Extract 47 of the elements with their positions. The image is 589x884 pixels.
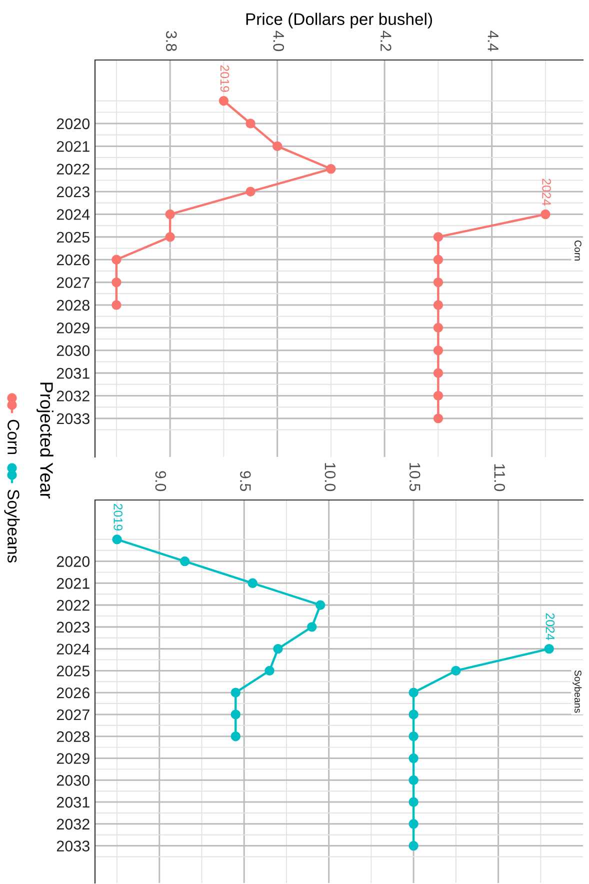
annotation: 2019: [220, 65, 230, 92]
y-tick-label: 2024: [56, 209, 90, 220]
x-tick-label: 9.5: [240, 471, 251, 492]
y-tick-label: 2030: [56, 345, 90, 356]
annotation: 2019: [114, 504, 123, 530]
x-tick-label: 3.8: [166, 31, 177, 52]
y-tick-label: 2023: [56, 622, 90, 633]
annotation: 2024: [542, 178, 551, 206]
x-tick-label: 4.4: [488, 30, 498, 52]
y-tick-label: 2021: [56, 141, 90, 152]
y-tick-label: 2028: [56, 300, 90, 311]
y-tick-label: 2033: [56, 840, 90, 852]
y-tick-label: 2023: [56, 186, 90, 198]
y-tick-label: 2025: [56, 232, 90, 243]
y-tick-label: 2025: [56, 666, 90, 676]
y-tick-label: 2033: [56, 413, 90, 424]
legend-label: Corn: [8, 420, 20, 454]
y-tick-label: 2031: [56, 368, 90, 379]
x-tick-label: 4.2: [380, 30, 392, 51]
y-tick-label: 2020: [56, 118, 90, 130]
y-tick-label: 2022: [56, 164, 90, 175]
x-tick-label: 9.0: [155, 471, 166, 492]
text: Corn: [574, 240, 582, 260]
y-tick-label: 2022: [56, 600, 90, 611]
y-tick-label: 2031: [56, 796, 90, 808]
text: Soybeans: [572, 670, 582, 713]
y-axis-title: Projected Year: [36, 382, 54, 498]
y-tick-label: 2026: [56, 254, 90, 266]
x-tick-label: 4.0: [273, 30, 284, 52]
legend-label: Soybeans: [4, 490, 20, 563]
annotation: 2024: [546, 613, 555, 640]
x-tick-label: 10.5: [409, 463, 420, 492]
y-tick-label: 2032: [56, 818, 90, 830]
y-tick-label: 2027: [56, 277, 90, 288]
y-tick-label: 2030: [56, 775, 90, 786]
y-tick-label: 2028: [56, 731, 90, 742]
y-tick-label: 2024: [56, 644, 90, 655]
y-tick-label: 2026: [56, 687, 90, 698]
x-tick-label: 11.0: [494, 464, 505, 492]
y-tick-label: 2029: [56, 322, 90, 334]
y-tick-label: 2029: [56, 753, 90, 764]
x-tick-label: 10.0: [324, 463, 336, 492]
y-tick-label: 2021: [56, 578, 90, 589]
y-tick-label: 2020: [56, 556, 90, 567]
x-axis-title: Price (Dollars per bushel): [246, 12, 432, 28]
y-tick-label: 2032: [56, 390, 90, 402]
y-tick-label: 2027: [56, 709, 90, 720]
